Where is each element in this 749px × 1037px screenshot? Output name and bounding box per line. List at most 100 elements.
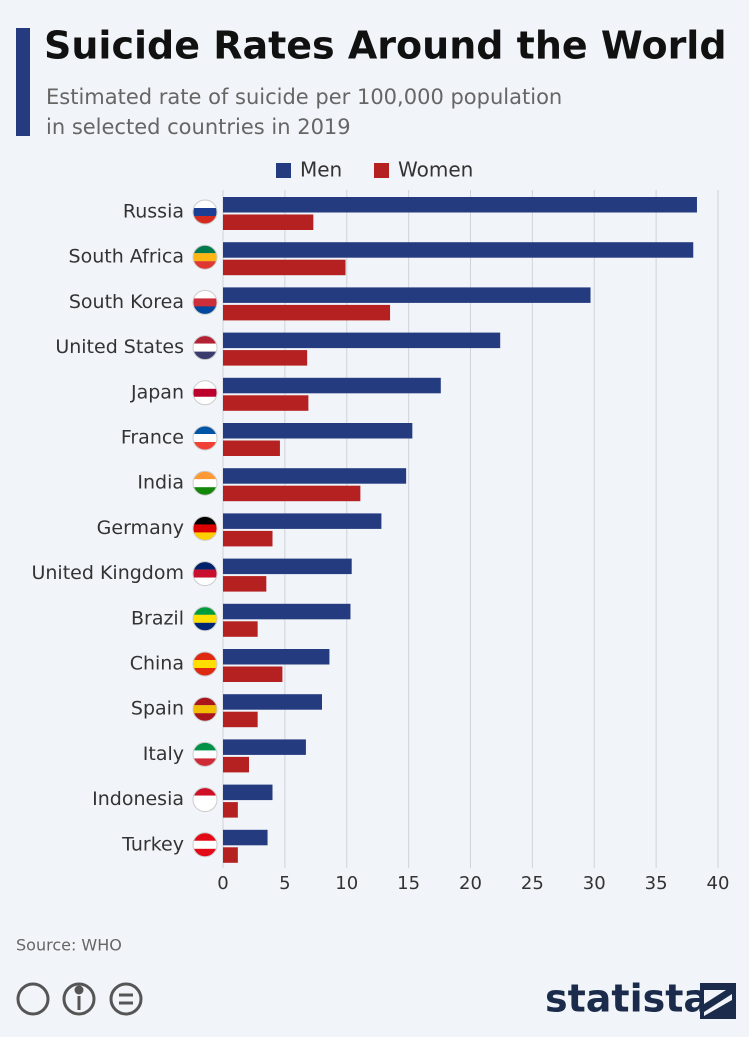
x-tick-label: 30 — [583, 873, 606, 894]
flag-stripe — [193, 787, 217, 796]
license-icons — [16, 982, 143, 1016]
flag-icon — [192, 696, 218, 722]
x-tick-label: 25 — [521, 873, 544, 894]
bar — [223, 784, 273, 801]
legend-swatch — [374, 163, 389, 178]
flag-ring — [192, 832, 218, 858]
bar — [223, 739, 306, 755]
x-tick-label: 15 — [397, 873, 420, 894]
bar — [223, 802, 238, 818]
flag-stripe — [193, 569, 217, 578]
flag-ring — [192, 787, 218, 813]
bar — [223, 350, 308, 366]
flag-stripe — [193, 652, 217, 661]
legend-label: Women — [398, 158, 473, 182]
y-tick-label: Russia — [123, 201, 184, 223]
x-tick-label: 40 — [707, 873, 730, 894]
flag-stripe — [193, 524, 217, 533]
flag-icon — [192, 335, 218, 361]
subtitle: in selected countries in 2019 — [46, 115, 351, 139]
flag-stripe — [193, 290, 217, 299]
logo-mark — [700, 983, 736, 1019]
legend-label: Men — [300, 158, 342, 182]
flag-icon — [192, 515, 218, 541]
flag-stripe — [193, 713, 217, 722]
chart-title: Suicide Rates Around the World — [44, 24, 727, 68]
flag-stripe — [193, 426, 217, 435]
flag-stripe — [193, 622, 217, 631]
bar — [223, 666, 283, 682]
bar — [223, 621, 258, 637]
bar — [223, 242, 694, 258]
flag-stripe — [193, 388, 217, 397]
flag-stripe — [193, 697, 217, 706]
flag-stripe — [193, 208, 217, 217]
bar — [223, 847, 238, 863]
bar — [223, 395, 309, 411]
flag-ring — [192, 470, 218, 496]
bar — [223, 485, 361, 502]
flag-stripe — [193, 261, 217, 270]
flag-ring — [192, 741, 218, 767]
flag-ring — [192, 335, 218, 361]
flag-stripe — [193, 668, 217, 676]
y-tick-label: South Africa — [69, 246, 184, 268]
y-tick-label: United Kingdom — [31, 562, 184, 584]
x-tick-label: 10 — [335, 873, 358, 894]
bar — [223, 649, 330, 665]
bar — [223, 332, 501, 349]
flag-ring — [192, 199, 218, 225]
flag-ring — [192, 289, 218, 315]
flag-stripe — [193, 343, 217, 352]
bar — [223, 829, 268, 846]
flag-stripe — [193, 380, 217, 389]
flag-ring — [192, 561, 218, 587]
y-tick-label: France — [121, 427, 184, 449]
flag-stripe — [193, 795, 217, 804]
bar — [223, 603, 351, 620]
flag-stripe — [193, 200, 217, 209]
y-tick-label: Japan — [130, 381, 184, 403]
bar — [223, 576, 267, 592]
bar — [223, 694, 322, 710]
y-tick-label: Germany — [97, 517, 184, 539]
flag-icon — [192, 289, 218, 315]
bar — [223, 377, 441, 394]
bar — [223, 468, 407, 484]
flag-ring — [192, 380, 218, 406]
x-tick-label: 0 — [217, 873, 228, 894]
bar — [223, 304, 391, 321]
x-tick-label: 5 — [279, 873, 290, 894]
flag-icon — [192, 425, 218, 451]
y-tick-label: China — [130, 653, 184, 675]
flag-icon — [192, 741, 218, 767]
bar — [223, 259, 346, 276]
flag-icon — [192, 470, 218, 496]
flag-stripe — [193, 351, 217, 360]
flag-stripe — [193, 561, 217, 570]
title-accent — [16, 28, 30, 136]
flag-stripe — [193, 396, 217, 405]
flag-stripe — [193, 742, 217, 751]
flag-stripe — [193, 245, 217, 254]
flag-ring — [192, 244, 218, 270]
flag-stripe — [193, 840, 217, 849]
flag-icon — [192, 651, 218, 677]
flag-stripe — [193, 705, 217, 714]
flag-stripe — [193, 577, 217, 586]
flag-stripe — [193, 434, 217, 443]
bar — [223, 558, 352, 575]
flag-stripe — [193, 848, 217, 857]
flag-icon — [192, 787, 218, 813]
bar — [223, 214, 314, 230]
y-tick-label: India — [137, 472, 184, 494]
bar — [223, 440, 280, 456]
bar — [223, 711, 258, 728]
bar — [223, 197, 697, 213]
y-tick-label: Turkey — [121, 833, 184, 855]
subtitle: Estimated rate of suicide per 100,000 po… — [46, 85, 562, 109]
flag-stripe — [193, 298, 217, 307]
flag-ring — [192, 606, 218, 632]
flag-stripe — [193, 516, 217, 525]
